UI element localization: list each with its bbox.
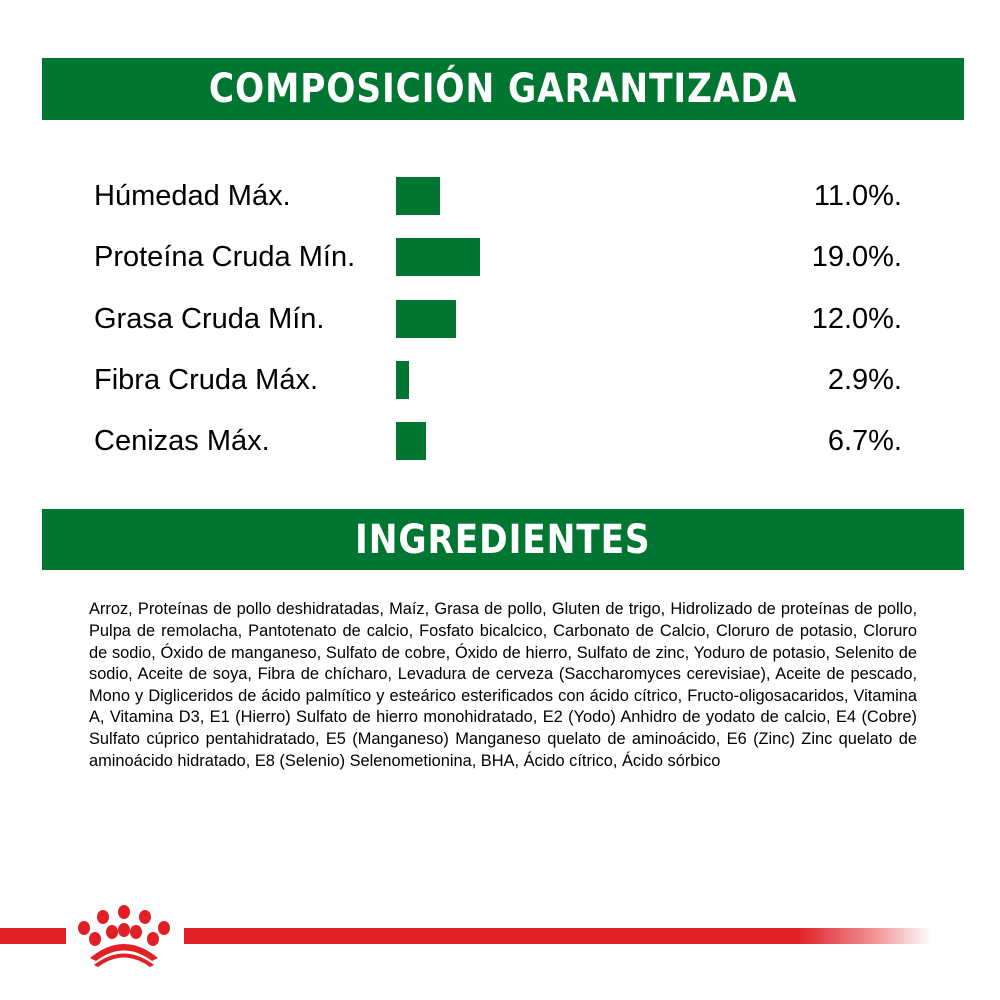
- red-line-right: [184, 928, 932, 944]
- row-label: Cenizas Máx.: [94, 425, 270, 457]
- row-value: 12.0%.: [811, 303, 902, 335]
- row-label: Grasa Cruda Mín.: [94, 303, 325, 335]
- ingredients-text: Arroz, Proteínas de pollo deshidratadas,…: [89, 600, 917, 770]
- ingredients-title: INGREDIENTES: [355, 516, 651, 563]
- row-value: 6.7%.: [827, 425, 902, 457]
- row-bar: [396, 177, 440, 215]
- row-bar: [396, 238, 480, 276]
- footer-brand-line: [0, 900, 1000, 970]
- row-bar: [396, 300, 456, 338]
- ingredients-header: INGREDIENTES: [42, 509, 964, 570]
- composition-row: Húmedad Máx. 11.0%.: [0, 176, 1000, 216]
- composition-row: Grasa Cruda Mín. 12.0%.: [0, 299, 1000, 339]
- composition-row: Proteína Cruda Mín. 19.0%.: [0, 237, 1000, 277]
- row-value: 11.0%.: [813, 180, 902, 212]
- row-bar: [396, 422, 426, 460]
- row-label: Fibra Cruda Máx.: [94, 364, 319, 396]
- row-value: 2.9%.: [827, 364, 902, 396]
- row-bar: [396, 361, 409, 399]
- row-label: Proteína Cruda Mín.: [94, 241, 356, 273]
- composition-title: COMPOSICIÓN GARANTIZADA: [208, 66, 798, 112]
- red-line-left: [0, 928, 66, 944]
- composition-row: Fibra Cruda Máx. 2.9%.: [0, 360, 1000, 400]
- composition-header: COMPOSICIÓN GARANTIZADA: [42, 58, 964, 120]
- composition-row: Cenizas Máx. 6.7%.: [0, 421, 1000, 461]
- crown-icon: [78, 905, 170, 967]
- row-value: 19.0%.: [811, 241, 902, 273]
- row-label: Húmedad Máx.: [94, 180, 291, 212]
